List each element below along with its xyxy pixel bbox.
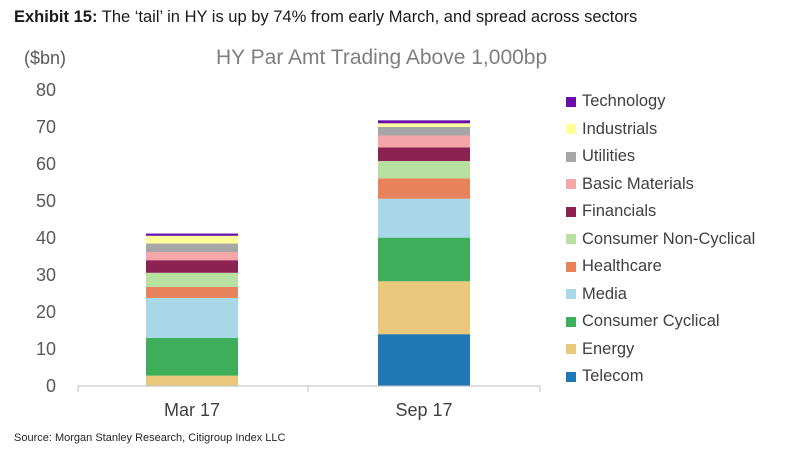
y-tick-label: 10 [36, 339, 56, 359]
legend-swatch [566, 234, 576, 245]
y-tick-label: 30 [36, 265, 56, 285]
bar-segment [378, 281, 470, 335]
legend-label: Consumer Non-Cyclical [582, 229, 756, 248]
x-category-label: Sep 17 [395, 400, 452, 420]
bar-segment [146, 297, 238, 338]
legend-item: Media [566, 281, 796, 309]
legend-label: Energy [582, 339, 635, 358]
bar-segment [378, 178, 470, 199]
bar-segment [378, 127, 470, 136]
legend-item: Consumer Cyclical [566, 308, 796, 336]
legend-item: Energy [566, 336, 796, 364]
bar-segment [146, 337, 238, 376]
legend-swatch [566, 289, 576, 300]
legend-item: Telecom [566, 363, 796, 391]
legend-item: Utilities [566, 143, 796, 171]
bar-segment [146, 286, 238, 298]
bar-segment [378, 334, 470, 386]
bar-segment [146, 233, 238, 236]
bar-segment [146, 260, 238, 273]
legend-swatch [566, 206, 576, 217]
bar-segment [378, 123, 470, 127]
legend-item: Technology [566, 88, 796, 116]
bar-segment [378, 161, 470, 179]
legend-item: Basic Materials [566, 171, 796, 199]
x-category-label: Mar 17 [164, 400, 220, 420]
legend-label: Basic Materials [582, 174, 694, 193]
y-tick-label: 70 [36, 117, 56, 137]
bar-segment [146, 272, 238, 287]
bar-segment [378, 135, 470, 148]
legend-label: Utilities [582, 147, 636, 166]
bar-segment [378, 147, 470, 162]
legend-swatch [566, 371, 576, 382]
legend-swatch [566, 179, 576, 190]
legend-label: Healthcare [582, 257, 662, 276]
legend-label: Telecom [582, 367, 644, 386]
legend-swatch [566, 96, 576, 107]
y-axis-unit-label: ($bn) [24, 48, 67, 68]
bar-segment [378, 198, 470, 238]
y-tick-label: 20 [36, 302, 56, 322]
y-tick-label: 80 [36, 80, 56, 100]
y-tick-label: 0 [46, 376, 56, 396]
chart-legend: Technology Industrials Utilities Basic Mate… [566, 88, 796, 391]
bar-segment [378, 120, 470, 124]
legend-swatch [566, 261, 576, 272]
legend-item: Financials [566, 198, 796, 226]
legend-item: Industrials [566, 116, 796, 144]
legend-label: Technology [582, 92, 666, 111]
y-tick-label: 40 [36, 228, 56, 248]
legend-swatch [566, 151, 576, 162]
exhibit-text: The ‘tail’ in HY is up by 74% from early… [101, 8, 638, 26]
legend-item: Healthcare [566, 253, 796, 281]
y-tick-label: 50 [36, 191, 56, 211]
bar-segment [146, 252, 238, 261]
legend-item: Consumer Non-Cyclical [566, 226, 796, 254]
y-tick-label: 60 [36, 154, 56, 174]
exhibit-heading: Exhibit 15: The ‘tail’ in HY is up by 74… [14, 8, 637, 27]
legend-label: Media [582, 284, 627, 303]
chart-title: HY Par Amt Trading Above 1,000bp [216, 46, 548, 69]
bar-segment [146, 243, 238, 253]
legend-swatch [566, 316, 576, 327]
legend-label: Consumer Cyclical [582, 312, 720, 331]
bar-segment [146, 235, 238, 244]
bar-segment [378, 237, 470, 282]
legend-label: Financials [582, 202, 657, 221]
legend-swatch [566, 124, 576, 135]
bar-segment [146, 375, 238, 386]
legend-swatch [566, 344, 576, 355]
source-note: Source: Morgan Stanley Research, Citigro… [14, 432, 286, 444]
legend-label: Industrials [582, 119, 658, 138]
exhibit-label: Exhibit 15: [14, 8, 98, 26]
